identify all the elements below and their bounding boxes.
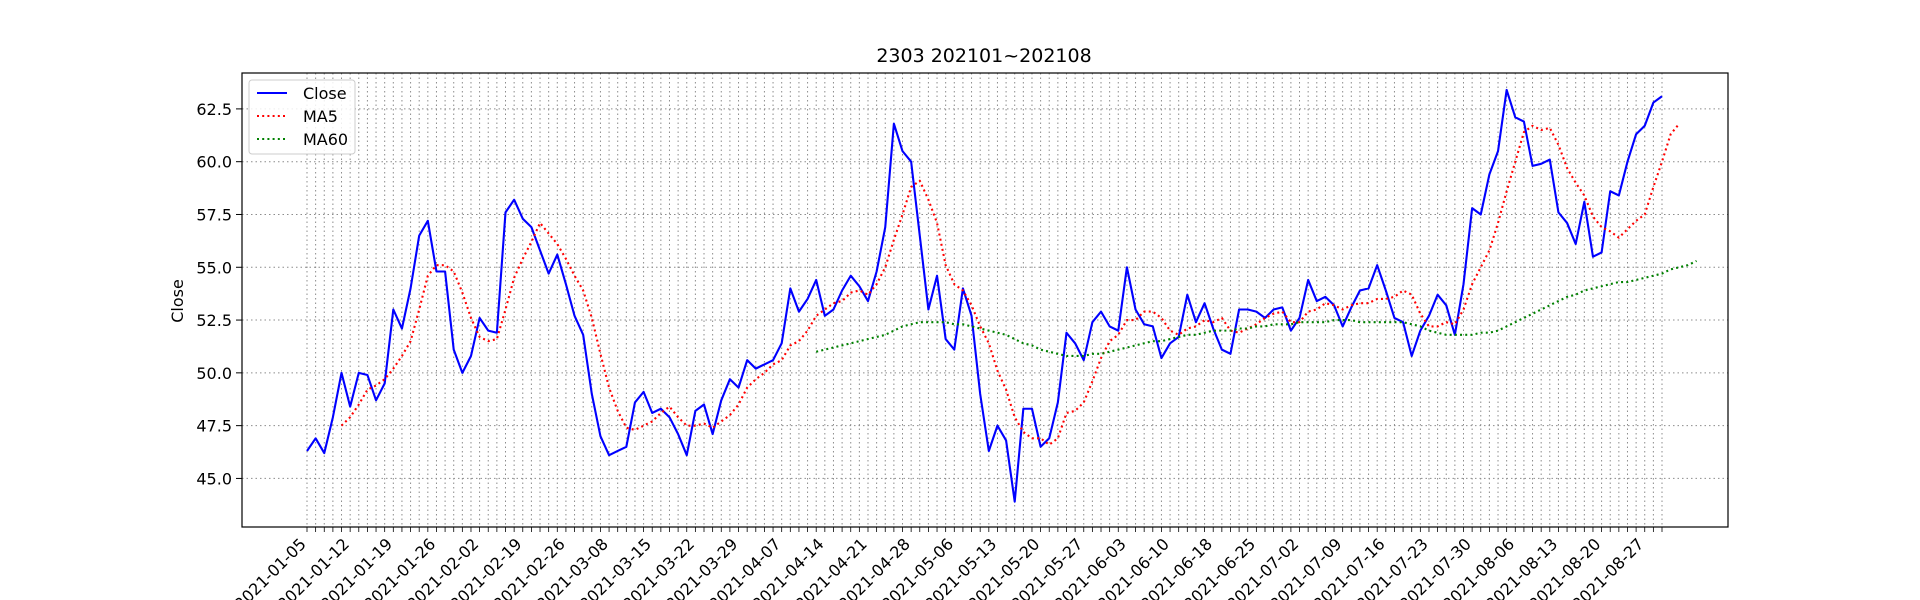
legend-label-close: Close: [303, 84, 347, 103]
series-line-ma5: [340, 123, 1681, 446]
y-tick-label: 45.0: [196, 469, 232, 488]
grid: [242, 73, 1728, 527]
y-tick-label: 55.0: [196, 258, 232, 277]
y-axis: 45.0 47.5 50.0 52.5 55.0 57.5 60.0 62.5: [196, 100, 242, 488]
y-tick-label: 60.0: [196, 153, 232, 172]
y-tick-label: 47.5: [196, 417, 232, 436]
x-axis: 2021-01-052021-01-122021-01-192021-01-26…: [231, 527, 1663, 600]
y-tick-label: 62.5: [196, 100, 232, 119]
series-line-close: [306, 88, 1663, 503]
y-tick-label: 57.5: [196, 205, 232, 224]
series-group: [306, 88, 1697, 503]
y-axis-label: Close: [168, 279, 187, 323]
legend-label-ma5: MA5: [303, 107, 338, 126]
legend-label-ma60: MA60: [303, 130, 348, 149]
y-tick-label: 52.5: [196, 311, 232, 330]
legend: Close MA5 MA60: [248, 79, 356, 155]
plot-area: [241, 72, 1729, 528]
y-tick-label: 50.0: [196, 364, 232, 383]
legend-box: [248, 79, 356, 155]
chart-title: 2303 202101~202108: [876, 45, 1091, 67]
series-line-ma60: [815, 259, 1697, 358]
